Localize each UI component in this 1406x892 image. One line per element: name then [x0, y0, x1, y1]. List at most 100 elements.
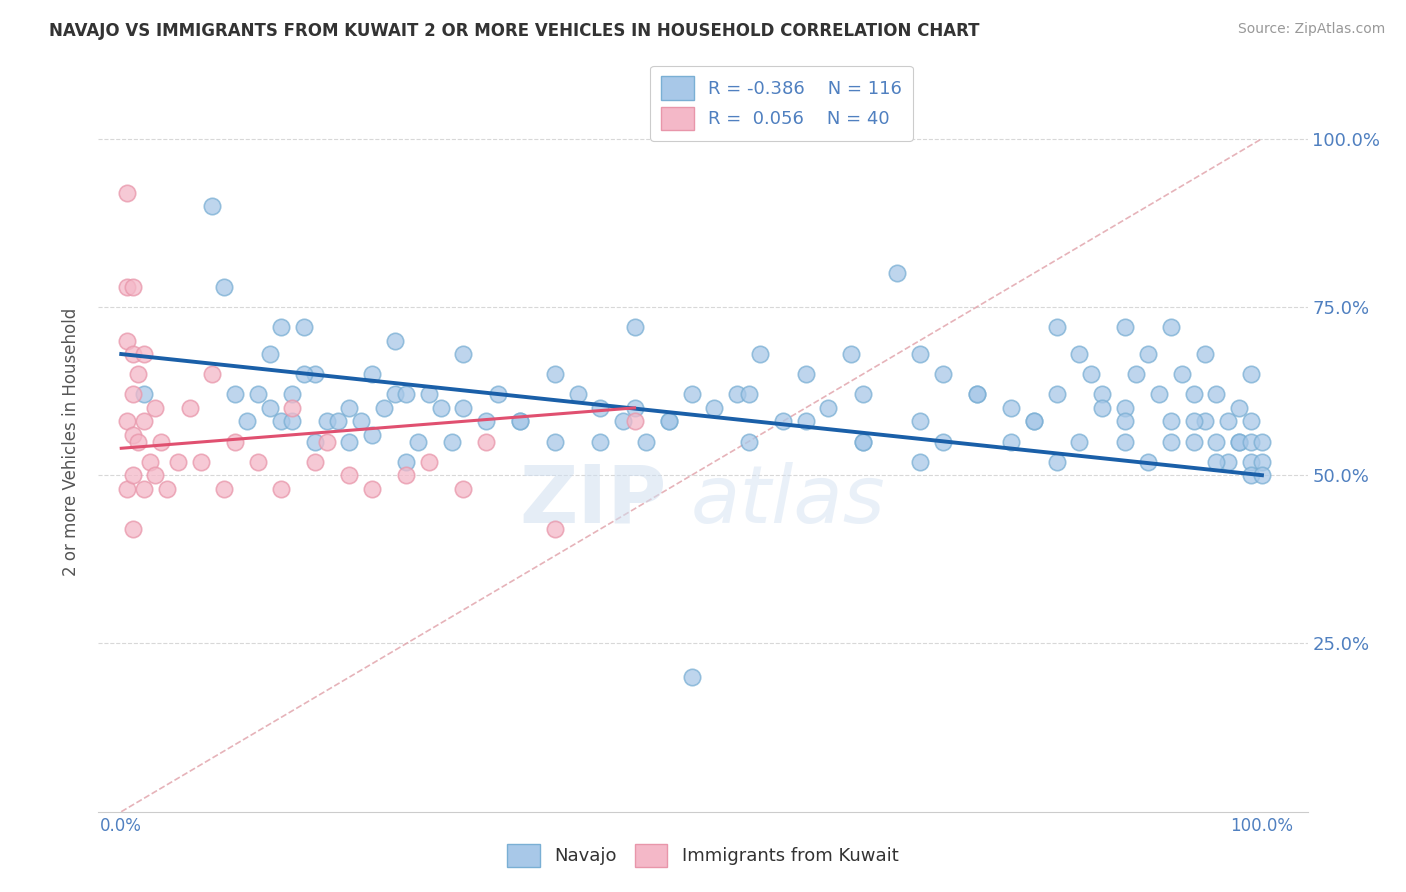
Point: [681, 670, 703, 684]
Point: [247, 387, 270, 401]
Legend: Navajo, Immigrants from Kuwait: Navajo, Immigrants from Kuwait: [501, 837, 905, 874]
Point: [395, 455, 418, 469]
Point: [1091, 401, 1114, 415]
Point: [337, 468, 360, 483]
Point: [224, 387, 246, 401]
Y-axis label: 2 or more Vehicles in Household: 2 or more Vehicles in Household: [62, 308, 80, 575]
Point: [132, 387, 155, 401]
Point: [966, 387, 988, 401]
Point: [304, 455, 326, 469]
Point: [441, 434, 464, 449]
Point: [1022, 414, 1045, 428]
Point: [1205, 455, 1227, 469]
Point: [115, 186, 138, 200]
Point: [737, 387, 759, 401]
Point: [475, 414, 498, 428]
Point: [1205, 387, 1227, 401]
Point: [121, 347, 143, 361]
Point: [406, 434, 429, 449]
Point: [1114, 320, 1136, 334]
Point: [337, 401, 360, 415]
Point: [167, 455, 190, 469]
Point: [623, 401, 645, 415]
Point: [304, 368, 326, 382]
Point: [1194, 347, 1216, 361]
Point: [772, 414, 794, 428]
Point: [931, 368, 953, 382]
Point: [794, 368, 817, 382]
Point: [127, 434, 149, 449]
Text: Source: ZipAtlas.com: Source: ZipAtlas.com: [1237, 22, 1385, 37]
Point: [1160, 434, 1182, 449]
Point: [1136, 455, 1159, 469]
Point: [270, 414, 292, 428]
Point: [1194, 414, 1216, 428]
Point: [1251, 455, 1274, 469]
Point: [315, 434, 337, 449]
Point: [179, 401, 201, 415]
Point: [121, 279, 143, 293]
Point: [259, 347, 281, 361]
Point: [475, 434, 498, 449]
Point: [749, 347, 772, 361]
Point: [1022, 414, 1045, 428]
Point: [212, 279, 235, 293]
Point: [1114, 414, 1136, 428]
Point: [839, 347, 862, 361]
Point: [418, 387, 440, 401]
Point: [145, 468, 167, 483]
Point: [395, 468, 418, 483]
Point: [453, 482, 475, 496]
Point: [270, 482, 292, 496]
Point: [270, 320, 292, 334]
Point: [115, 334, 138, 348]
Point: [212, 482, 235, 496]
Point: [132, 414, 155, 428]
Point: [908, 347, 931, 361]
Text: ZIP: ZIP: [519, 462, 666, 540]
Point: [1080, 368, 1102, 382]
Point: [1000, 401, 1022, 415]
Point: [453, 401, 475, 415]
Point: [115, 279, 138, 293]
Point: [658, 414, 681, 428]
Point: [1227, 401, 1250, 415]
Point: [658, 414, 681, 428]
Point: [1205, 434, 1227, 449]
Point: [121, 427, 143, 442]
Point: [361, 427, 384, 442]
Point: [156, 482, 179, 496]
Point: [281, 401, 304, 415]
Point: [1000, 434, 1022, 449]
Point: [121, 468, 143, 483]
Point: [350, 414, 373, 428]
Point: [1216, 414, 1239, 428]
Point: [1239, 414, 1261, 428]
Point: [315, 414, 337, 428]
Point: [509, 414, 531, 428]
Point: [1114, 401, 1136, 415]
Point: [567, 387, 589, 401]
Point: [384, 334, 406, 348]
Point: [453, 347, 475, 361]
Point: [121, 522, 143, 536]
Point: [908, 455, 931, 469]
Point: [361, 368, 384, 382]
Point: [373, 401, 395, 415]
Point: [623, 414, 645, 428]
Point: [852, 434, 875, 449]
Point: [725, 387, 748, 401]
Point: [1216, 455, 1239, 469]
Point: [1251, 434, 1274, 449]
Point: [1149, 387, 1171, 401]
Point: [886, 266, 908, 280]
Point: [794, 414, 817, 428]
Point: [1239, 468, 1261, 483]
Point: [908, 414, 931, 428]
Text: atlas: atlas: [690, 462, 886, 540]
Legend: R = -0.386    N = 116, R =  0.056    N = 40: R = -0.386 N = 116, R = 0.056 N = 40: [651, 66, 912, 141]
Point: [852, 434, 875, 449]
Point: [326, 414, 349, 428]
Point: [589, 401, 612, 415]
Point: [1227, 434, 1250, 449]
